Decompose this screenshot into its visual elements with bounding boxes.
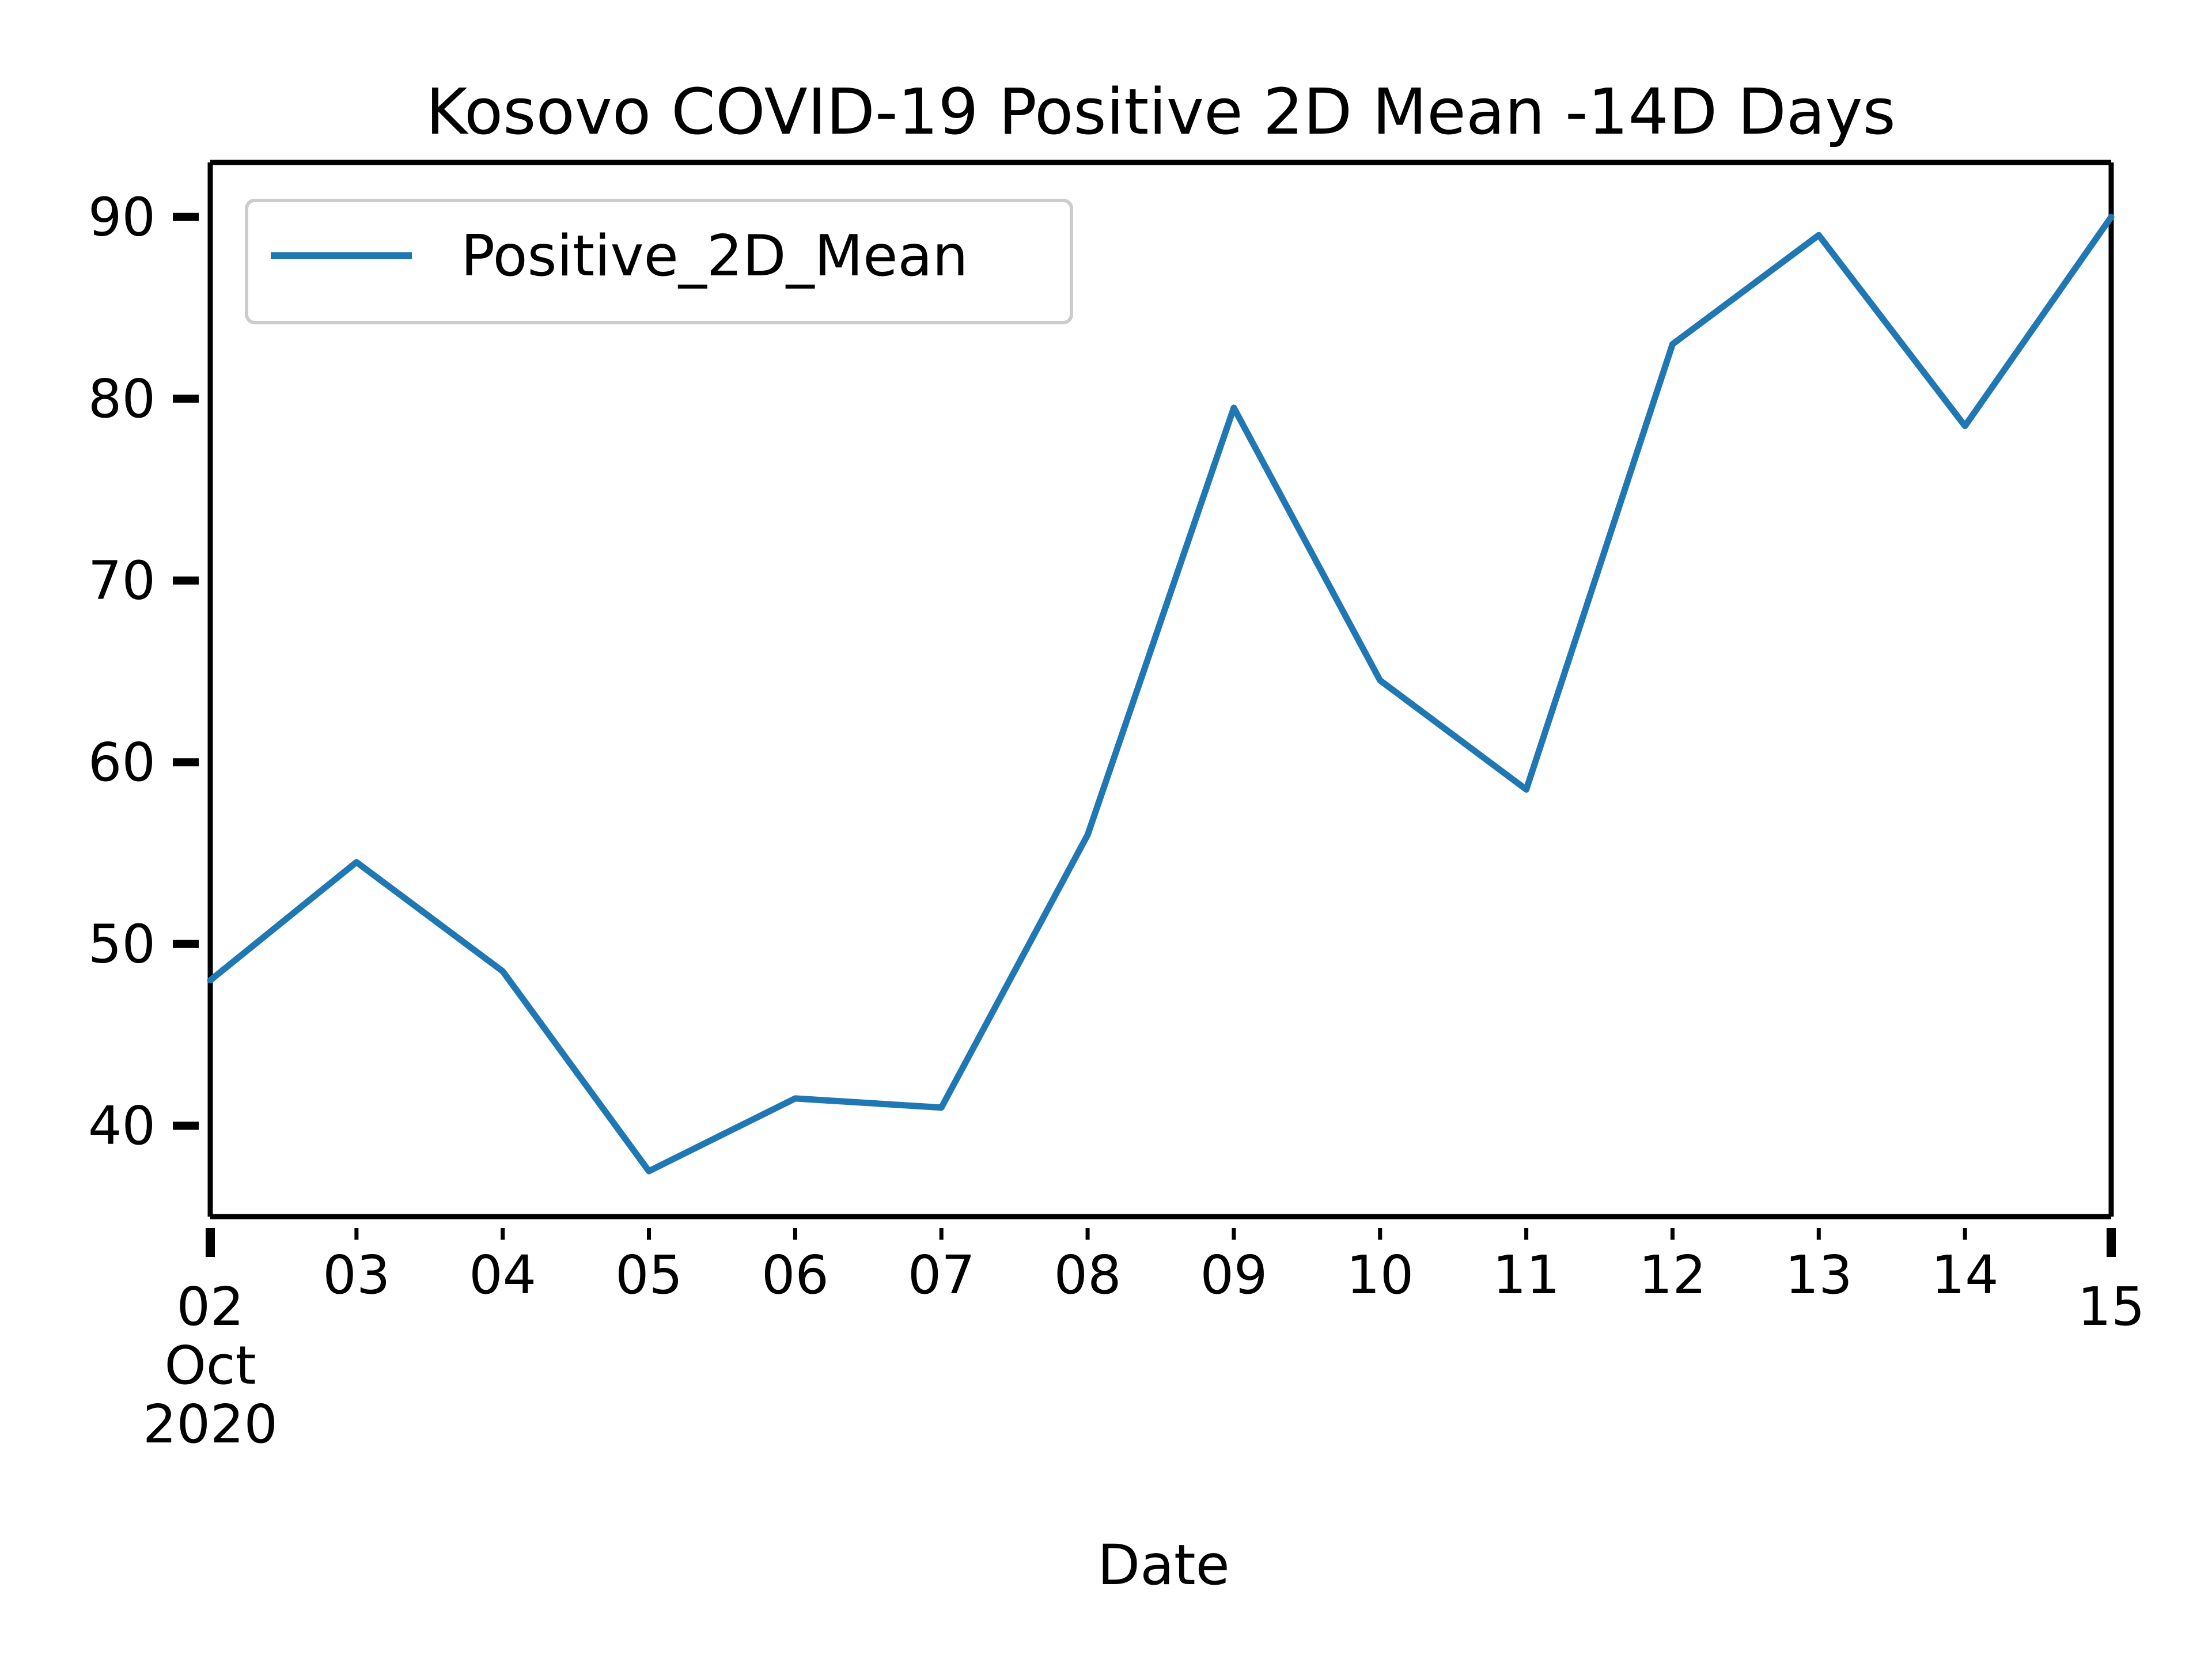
- y-tick-label: 70: [88, 550, 156, 612]
- x-axis-ticks: 02 Oct 2020 03 04 05 06 07 08 09 10 11 12 13 14 15: [143, 1228, 2145, 1455]
- x-tick-label: 06: [762, 1244, 829, 1306]
- series-layer: [207, 214, 2115, 1175]
- y-tick-label: 60: [88, 732, 156, 793]
- y-tick-label: 50: [88, 914, 156, 975]
- legend: Positive_2D_Mean: [245, 199, 1073, 324]
- x-tick-label: 02 Oct 2020: [143, 1276, 278, 1455]
- x-axis-label: Date: [1097, 1533, 1229, 1597]
- y-tick-label: 80: [88, 368, 156, 430]
- x-tick-label: 11: [1493, 1244, 1560, 1306]
- x-tick-label: 03: [323, 1244, 390, 1306]
- x-tick-label: 09: [1200, 1244, 1267, 1306]
- y-tick-label: 40: [88, 1095, 156, 1157]
- plot-frame: [207, 160, 2114, 1219]
- x-tick-label: 10: [1346, 1244, 1414, 1306]
- x-tick-label: 15: [2077, 1276, 2145, 1338]
- x-tick-label: 13: [1785, 1244, 1853, 1306]
- legend-box: [245, 199, 1073, 324]
- x-tick-label: 07: [908, 1244, 975, 1306]
- y-axis-ticks: 40 50 60 70 80 90: [88, 187, 199, 1157]
- x-tick-label: 12: [1639, 1244, 1706, 1306]
- x-tick-label: 08: [1054, 1244, 1122, 1306]
- series-line-0: [207, 214, 2115, 1175]
- legend-label: Positive_2D_Mean: [461, 224, 968, 289]
- x-tick-label: 14: [1931, 1244, 1999, 1306]
- y-tick-label: 90: [88, 187, 156, 248]
- x-tick-label: 04: [469, 1244, 536, 1306]
- chart-title: Kosovo COVID-19 Positive 2D Mean -14D Da…: [426, 75, 1896, 149]
- x-tick-label: 05: [615, 1244, 683, 1306]
